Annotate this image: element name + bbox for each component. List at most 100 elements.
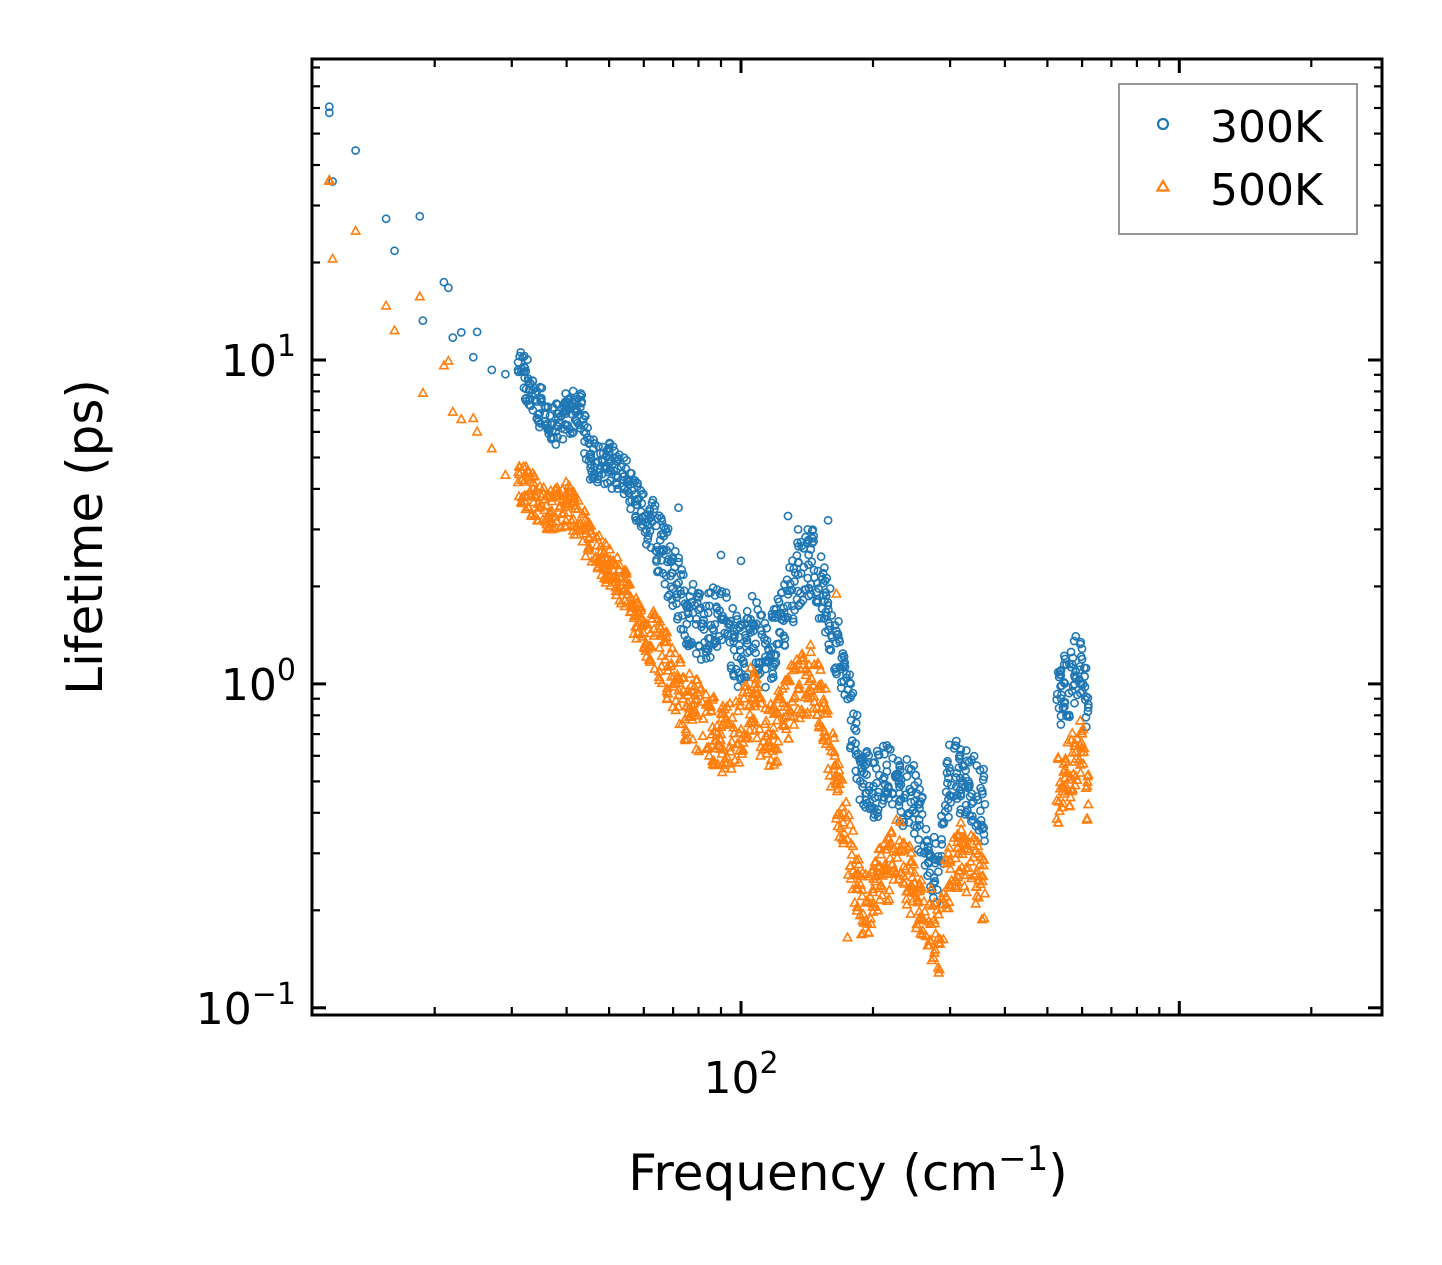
point-500k [828, 746, 840, 757]
point-500k [908, 866, 921, 877]
point-500k [771, 743, 783, 754]
point-500k [733, 726, 745, 737]
point-500k [853, 858, 865, 869]
point-500k [976, 875, 988, 886]
point-300k [663, 555, 673, 564]
point-300k [668, 568, 677, 578]
point-300k [655, 535, 665, 545]
point-500k [933, 963, 946, 974]
point-500k [732, 705, 744, 716]
point-500k [936, 892, 948, 903]
point-300k [636, 507, 646, 517]
point-500k [526, 507, 538, 518]
point-500k [752, 681, 764, 692]
point-500k [807, 679, 819, 690]
point-300k [548, 403, 558, 412]
point-300k [456, 327, 466, 337]
point-500k [962, 861, 974, 872]
point-500k [529, 509, 541, 520]
point-300k [821, 591, 831, 601]
point-300k [708, 624, 717, 633]
point-300k [627, 468, 636, 478]
point-300k [794, 557, 803, 567]
point-500k [486, 442, 498, 453]
point-300k [528, 376, 538, 386]
point-500k [914, 885, 926, 895]
point-500k [748, 712, 760, 723]
point-500k [726, 735, 738, 746]
point-500k [822, 735, 834, 746]
point-500k [669, 647, 681, 658]
point-300k [873, 812, 883, 821]
point-300k [577, 398, 586, 408]
point-300k [846, 715, 856, 725]
point-500k [813, 716, 825, 727]
point-300k [924, 858, 934, 868]
point-300k [586, 459, 596, 469]
point-300k [788, 614, 798, 624]
point-300k [726, 664, 736, 674]
point-300k [832, 630, 842, 639]
point-500k [945, 881, 957, 892]
point-500k [929, 943, 941, 954]
point-300k [832, 626, 841, 636]
point-300k [902, 772, 912, 781]
point-300k [588, 473, 598, 483]
point-300k [1057, 690, 1066, 700]
point-300k [666, 557, 676, 567]
point-500k [1059, 752, 1072, 763]
point-300k [967, 755, 976, 765]
point-500k [715, 720, 727, 731]
point-500k [763, 759, 775, 770]
point-300k [800, 585, 810, 594]
point-300k [633, 478, 642, 488]
point-500k [662, 664, 674, 675]
point-500k [724, 741, 736, 752]
point-500k [970, 880, 982, 891]
point-300k [923, 842, 933, 852]
point-500k [673, 684, 685, 695]
point-300k [677, 565, 687, 575]
point-300k [1080, 682, 1090, 692]
point-500k [716, 712, 728, 723]
point-300k [947, 780, 956, 790]
point-500k [691, 673, 703, 684]
point-300k [717, 635, 727, 645]
point-300k [1071, 673, 1081, 683]
point-500k [709, 742, 721, 753]
point-500k [820, 682, 832, 693]
point-300k [652, 555, 661, 564]
point-300k [820, 576, 830, 586]
point-300k [690, 600, 700, 610]
point-300k [579, 414, 588, 424]
point-500k [755, 741, 767, 752]
point-500k [656, 677, 668, 688]
point-500k [886, 858, 898, 869]
point-500k [833, 764, 845, 775]
point-300k [729, 627, 739, 636]
point-500k [805, 646, 817, 657]
point-500k [799, 691, 811, 702]
plot-frame [310, 57, 1384, 1017]
point-300k [682, 603, 692, 612]
point-300k [967, 799, 977, 809]
point-300k [1068, 653, 1078, 663]
point-500k [933, 966, 945, 977]
point-500k [447, 405, 459, 416]
point-300k [643, 531, 653, 540]
point-300k [874, 770, 884, 780]
point-300k [520, 394, 530, 404]
point-500k [512, 476, 524, 487]
point-300k [832, 669, 841, 679]
point-500k [888, 873, 900, 884]
point-300k [699, 609, 709, 619]
point-300k [956, 745, 966, 754]
point-500k [645, 654, 657, 664]
point-500k [924, 917, 936, 928]
point-300k [917, 809, 927, 819]
point-300k [531, 389, 540, 399]
point-500k [782, 675, 794, 686]
point-300k [973, 795, 983, 805]
point-300k [864, 781, 874, 791]
point-300k [797, 541, 806, 551]
